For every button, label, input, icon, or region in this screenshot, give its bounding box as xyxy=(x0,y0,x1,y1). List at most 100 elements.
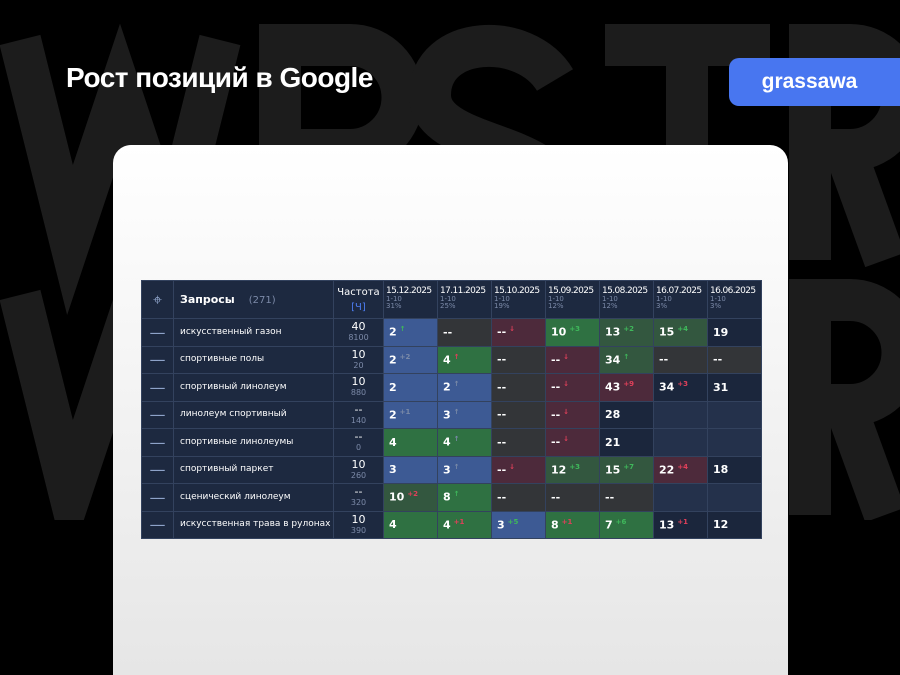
position-cell[interactable]: 8 ↑ xyxy=(437,483,492,512)
frequency-value: 10 xyxy=(351,512,366,526)
position-cell[interactable]: 2 xyxy=(383,373,438,402)
date-label: 15.10.2025 xyxy=(494,286,540,296)
position-cell[interactable]: 10 +2 xyxy=(383,483,438,512)
date-column-header[interactable]: 16.06.2025 1-10 3% xyxy=(707,280,762,319)
row-toggle-icon[interactable]: — xyxy=(141,400,174,429)
position-cell[interactable]: 2 ↑ xyxy=(383,318,438,347)
date-column-header[interactable]: 16.07.2025 1-10 3% xyxy=(653,280,708,319)
position-cell[interactable]: 28 xyxy=(599,400,654,429)
position-change: ↓ xyxy=(563,407,570,416)
position-cell[interactable]: 15 +7 xyxy=(599,455,654,484)
position-cell[interactable]: 21 xyxy=(599,428,654,457)
position-cell[interactable]: 34 ↑ xyxy=(599,345,654,374)
row-toggle-icon[interactable]: — xyxy=(141,483,174,512)
position-cell[interactable]: 43 +9 xyxy=(599,373,654,402)
position-cell[interactable] xyxy=(653,483,708,512)
position-cell[interactable] xyxy=(707,483,762,512)
date-column-header[interactable]: 15.10.2025 1-10 19% xyxy=(491,280,546,319)
position-cell[interactable]: -- ↓ xyxy=(491,318,546,347)
position-cell[interactable]: 22 +4 xyxy=(653,455,708,484)
date-column-header[interactable]: 15.09.2025 1-10 12% xyxy=(545,280,600,319)
position-value: 28 xyxy=(605,408,621,422)
position-cell[interactable]: 4 xyxy=(383,510,438,539)
row-toggle-icon[interactable]: — xyxy=(141,373,174,402)
position-cell[interactable]: 18 xyxy=(707,455,762,484)
position-cell[interactable]: 4 +1 xyxy=(437,510,492,539)
position-change: +2 xyxy=(399,352,411,361)
position-cell[interactable]: 7 +6 xyxy=(599,510,654,539)
frequency-cell: 10 390 xyxy=(333,510,384,539)
position-cell[interactable]: 3 ↑ xyxy=(437,400,492,429)
date-range: 1-10 xyxy=(494,295,510,303)
position-cell[interactable] xyxy=(707,428,762,457)
position-cell[interactable]: 2 ↑ xyxy=(437,373,492,402)
position-value: -- xyxy=(551,490,561,504)
row-toggle-icon[interactable]: — xyxy=(141,318,174,347)
row-toggle-icon[interactable]: — xyxy=(141,428,174,457)
position-cell[interactable]: 8 +1 xyxy=(545,510,600,539)
position-cell[interactable]: 3 xyxy=(383,455,438,484)
row-toggle-icon[interactable]: — xyxy=(141,345,174,374)
position-cell[interactable]: -- xyxy=(491,428,546,457)
date-column-header[interactable]: 17.11.2025 1-10 25% xyxy=(437,280,492,319)
position-cell[interactable]: 12 xyxy=(707,510,762,539)
position-cell[interactable]: -- xyxy=(599,483,654,512)
position-cell[interactable]: -- ↓ xyxy=(545,428,600,457)
query-text[interactable]: спортивный линолеум xyxy=(173,373,334,402)
query-text[interactable]: искусственная трава в рулонах xyxy=(173,510,334,539)
query-text[interactable]: сценический линолеум xyxy=(173,483,334,512)
position-cell[interactable]: 10 +3 xyxy=(545,318,600,347)
query-text[interactable]: спортивные полы xyxy=(173,345,334,374)
position-cell[interactable]: 13 +2 xyxy=(599,318,654,347)
position-cell[interactable]: -- xyxy=(491,345,546,374)
position-cell[interactable]: 19 xyxy=(707,318,762,347)
position-change: ↑ xyxy=(623,352,630,361)
frequency-mode[interactable]: [Ч] xyxy=(351,301,366,313)
position-cell[interactable]: -- xyxy=(491,373,546,402)
queries-header[interactable]: Запросы (271) xyxy=(173,280,334,319)
query-text[interactable]: искусственный газон xyxy=(173,318,334,347)
row-toggle-icon[interactable]: — xyxy=(141,510,174,539)
position-cell[interactable] xyxy=(653,428,708,457)
position-change: ↑ xyxy=(453,435,460,444)
position-cell[interactable]: 12 +3 xyxy=(545,455,600,484)
position-cell[interactable]: -- xyxy=(437,318,492,347)
position-cell[interactable]: 4 ↑ xyxy=(437,428,492,457)
position-cell[interactable]: -- ↓ xyxy=(545,345,600,374)
position-cell[interactable]: -- xyxy=(707,345,762,374)
position-cell[interactable]: -- xyxy=(491,400,546,429)
position-cell[interactable]: -- ↓ xyxy=(491,455,546,484)
date-column-header[interactable]: 15.08.2025 1-10 12% xyxy=(599,280,654,319)
position-cell[interactable] xyxy=(707,400,762,429)
target-icon[interactable]: ⌖ xyxy=(141,280,174,319)
position-cell[interactable]: 15 +4 xyxy=(653,318,708,347)
position-value: 31 xyxy=(713,380,729,394)
query-text[interactable]: линолеум спортивный xyxy=(173,400,334,429)
position-cell[interactable]: 4 ↑ xyxy=(437,345,492,374)
position-cell[interactable]: 4 xyxy=(383,428,438,457)
position-cell[interactable]: 3 ↑ xyxy=(437,455,492,484)
position-cell[interactable]: -- xyxy=(545,483,600,512)
query-text[interactable]: спортивные линолеумы xyxy=(173,428,334,457)
position-cell[interactable]: 34 +3 xyxy=(653,373,708,402)
position-cell[interactable]: -- ↓ xyxy=(545,373,600,402)
position-cell[interactable]: 2 +1 xyxy=(383,400,438,429)
position-value: 10 xyxy=(551,326,567,340)
position-change: +5 xyxy=(507,517,519,526)
position-change: +3 xyxy=(677,380,689,389)
row-toggle-icon[interactable]: — xyxy=(141,455,174,484)
date-column-header[interactable]: 15.12.2025 1-10 31% xyxy=(383,280,438,319)
position-cell[interactable] xyxy=(653,400,708,429)
position-cell[interactable]: -- xyxy=(653,345,708,374)
frequency-volume: 390 xyxy=(350,525,367,535)
query-text[interactable]: спортивный паркет xyxy=(173,455,334,484)
position-value: 2 xyxy=(389,380,397,394)
position-cell[interactable]: -- xyxy=(491,483,546,512)
position-cell[interactable]: 13 +1 xyxy=(653,510,708,539)
position-cell[interactable]: -- ↓ xyxy=(545,400,600,429)
date-label: 15.12.2025 xyxy=(386,286,432,296)
frequency-header[interactable]: Частота [Ч] xyxy=(333,280,384,319)
position-cell[interactable]: 31 xyxy=(707,373,762,402)
position-cell[interactable]: 3 +5 xyxy=(491,510,546,539)
position-cell[interactable]: 2 +2 xyxy=(383,345,438,374)
